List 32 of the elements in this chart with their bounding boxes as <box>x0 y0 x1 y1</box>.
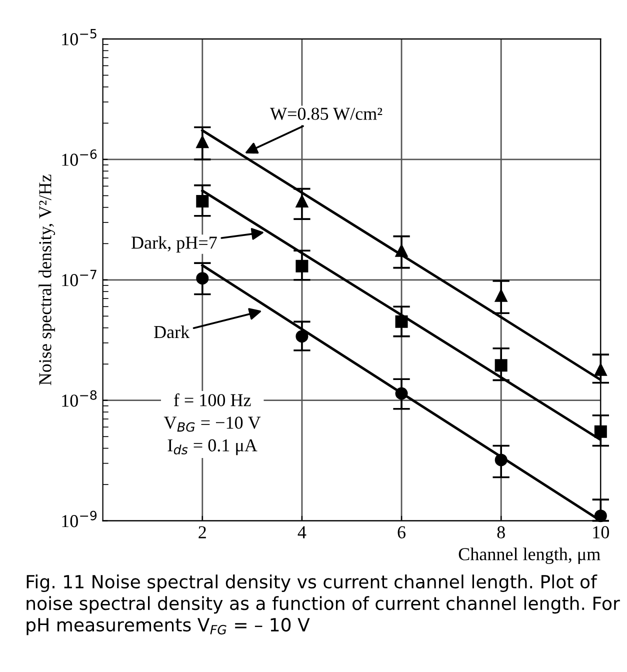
y-axis-title: Noise spectral density, V²/Hz <box>38 174 56 386</box>
x-tick-label: 2 <box>198 526 206 538</box>
y-tick-label: 10$^{−5}$ <box>62 29 96 46</box>
x-tick-label: 10 <box>593 526 610 538</box>
x-tick-label: 6 <box>398 526 406 538</box>
point <box>296 330 308 343</box>
point <box>296 194 308 208</box>
point <box>296 260 308 272</box>
y-tick-label: 10$^{−7}$ <box>62 270 96 286</box>
point <box>395 244 408 257</box>
caption: Fig. 11 Noise spectral density vs current channel length. Plot of noise spectral density as a function of current channel length. For pH measurements V$_{FG}$ = – 10 V <box>26 574 620 636</box>
x-tick-label: 8 <box>497 526 505 538</box>
point <box>196 194 209 208</box>
x-tick-label: 4 <box>298 526 306 538</box>
point <box>594 510 607 522</box>
y-tick-label: 10$^{−8}$ <box>62 390 97 407</box>
annotation: Dark <box>154 325 190 338</box>
text: f = 100 Hz V$_{BG}$ = −10 V I$_{ds}$ = 0.1 μA <box>164 393 261 456</box>
point <box>494 359 508 372</box>
annotation: Dark, pH=7 <box>132 236 217 252</box>
annotation: W=0.85 W/cm² <box>270 108 382 120</box>
y-tick-label: 10$^{−6}$ <box>62 149 97 166</box>
x-axis-title: Channel length, μm <box>458 548 600 564</box>
point <box>196 272 209 285</box>
point <box>594 425 607 438</box>
point <box>395 315 408 328</box>
point <box>594 363 607 376</box>
point <box>395 387 408 400</box>
point <box>494 289 508 302</box>
point <box>494 454 508 466</box>
y-tick-label: 10$^{−9}$ <box>62 510 97 528</box>
point <box>196 136 209 148</box>
